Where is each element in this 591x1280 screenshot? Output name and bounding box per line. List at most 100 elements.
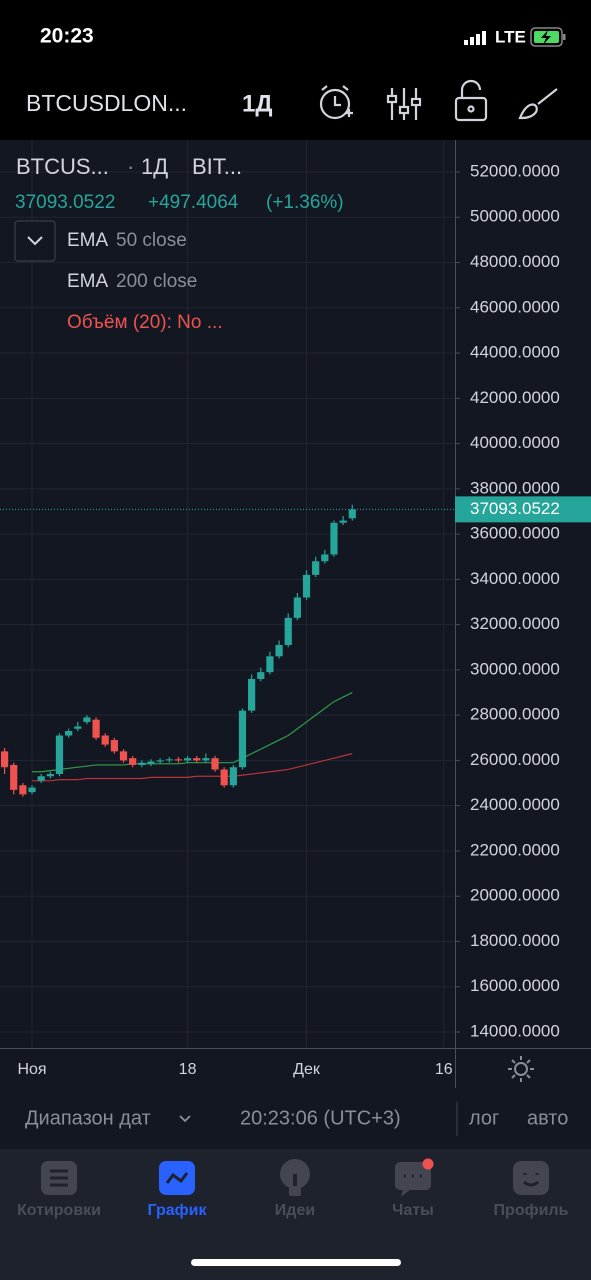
y-tick-label: 44000.0000 [470,343,560,362]
candle-body [165,759,173,761]
tab-icon [401,1189,411,1197]
time-axis: Ноя 18 Дек 16 [17,1061,452,1078]
candle-body [284,617,292,646]
candle-body [83,717,91,722]
y-tick-label: 32000.0000 [470,614,560,633]
lock-button[interactable] [454,79,488,122]
candle-body [174,759,183,761]
toolbar [0,70,591,138]
y-tick-label: 24000.0000 [470,795,560,814]
settings-icon[interactable] [508,1056,534,1082]
indicator-name: EMA [67,271,109,292]
indicator-name: EMA [67,230,109,251]
log-button[interactable]: лог [469,1107,499,1129]
alert-button[interactable] [319,85,353,120]
candle-body [0,751,9,768]
y-tick-label: 42000.0000 [470,388,560,407]
candle-body [10,764,18,790]
candle-body [119,751,128,761]
y-tick-label: 28000.0000 [470,705,560,724]
y-tick-label: 22000.0000 [470,840,560,859]
price-axis: 14000.0000 16000.0000 18000.0000 20000.0000… [455,161,591,1040]
candle-body [19,785,27,795]
candle-body [92,719,100,738]
candle-body [339,520,347,523]
tab-label: График [148,1202,208,1219]
candle-body [266,656,274,673]
y-tick-label: 30000.0000 [470,659,560,678]
candle-body [138,762,146,765]
legend-exchange: BIT... [192,154,242,179]
tab[interactable]: Чаты [392,1158,434,1220]
x-tick-label: 18 [179,1061,197,1078]
tab-icon [165,1172,189,1184]
ema-line [32,753,353,782]
candle-body [302,574,311,598]
toolbar-interval[interactable]: 1Д [242,90,272,117]
legend-separator: · [127,154,134,179]
y-tick-label: 20000.0000 [470,886,560,905]
tab-icon [289,1186,301,1196]
collapse-button[interactable] [14,220,56,262]
tab-icon [50,1169,68,1187]
tab[interactable]: Котировки [17,1161,101,1219]
y-tick-label: 26000.0000 [470,750,560,769]
drawing-button[interactable] [518,88,558,120]
indicators-button[interactable] [386,88,422,120]
candle-body [220,769,228,786]
candle-body [330,522,338,555]
candle-body [248,678,256,711]
tab-label: Котировки [17,1202,101,1219]
tab[interactable]: График [148,1161,208,1219]
tab[interactable]: Профиль [494,1161,569,1219]
candle-body [147,761,155,764]
indicator-params: 50 close [116,230,187,251]
candle-body [293,597,301,618]
x-tick-label: Дек [293,1061,321,1078]
y-tick-label: 18000.0000 [470,931,560,950]
legend-symbol: BTCUS... [16,154,109,179]
x-tick-label: Ноя [17,1061,46,1078]
candle-body [65,731,73,736]
y-tick-label: 46000.0000 [470,297,560,316]
toolbar-symbol[interactable]: BTCUSDLON... [26,90,187,116]
tab[interactable]: Идеи [275,1159,315,1219]
tab-label: Идеи [275,1202,315,1219]
y-tick-label: 14000.0000 [470,1021,560,1040]
candle-body [257,672,265,679]
chevron [179,1115,191,1123]
legend-change-pct: (+1.36%) [266,192,344,213]
candle-body [193,758,201,761]
status-time: 20:23 [40,25,94,48]
candle-body [183,758,192,761]
candle-body [129,758,137,765]
y-tick-label: 52000.0000 [470,161,560,180]
tab-icon [513,1161,549,1195]
last-price-box [455,496,591,523]
plot [0,504,455,797]
date-range-button[interactable]: Диапазон дат [25,1107,151,1129]
candle-body [28,787,36,793]
ema-line [32,691,353,773]
battery [530,27,566,47]
auto-button[interactable]: авто [527,1107,568,1129]
badge [422,1158,434,1170]
y-tick-label: 50000.0000 [470,207,560,226]
candle-body [348,509,356,519]
candle-body [312,561,320,575]
candle-body [229,767,237,786]
candle-body [275,645,283,657]
candle-body [55,735,64,774]
candle-body [211,758,219,770]
candle-body [238,710,247,768]
y-tick-label: 40000.0000 [470,433,560,452]
volume-indicator: Объём (20): No ... [67,312,223,333]
clock: 20:23:06 (UTC+3) [240,1107,401,1129]
candle-body [46,773,54,777]
candle-body [110,740,118,752]
bottom-bar [0,1089,591,1149]
indicator-params: 200 close [116,271,197,292]
y-tick-label: 34000.0000 [470,569,560,588]
legend-change: +497.4064 [148,192,239,213]
